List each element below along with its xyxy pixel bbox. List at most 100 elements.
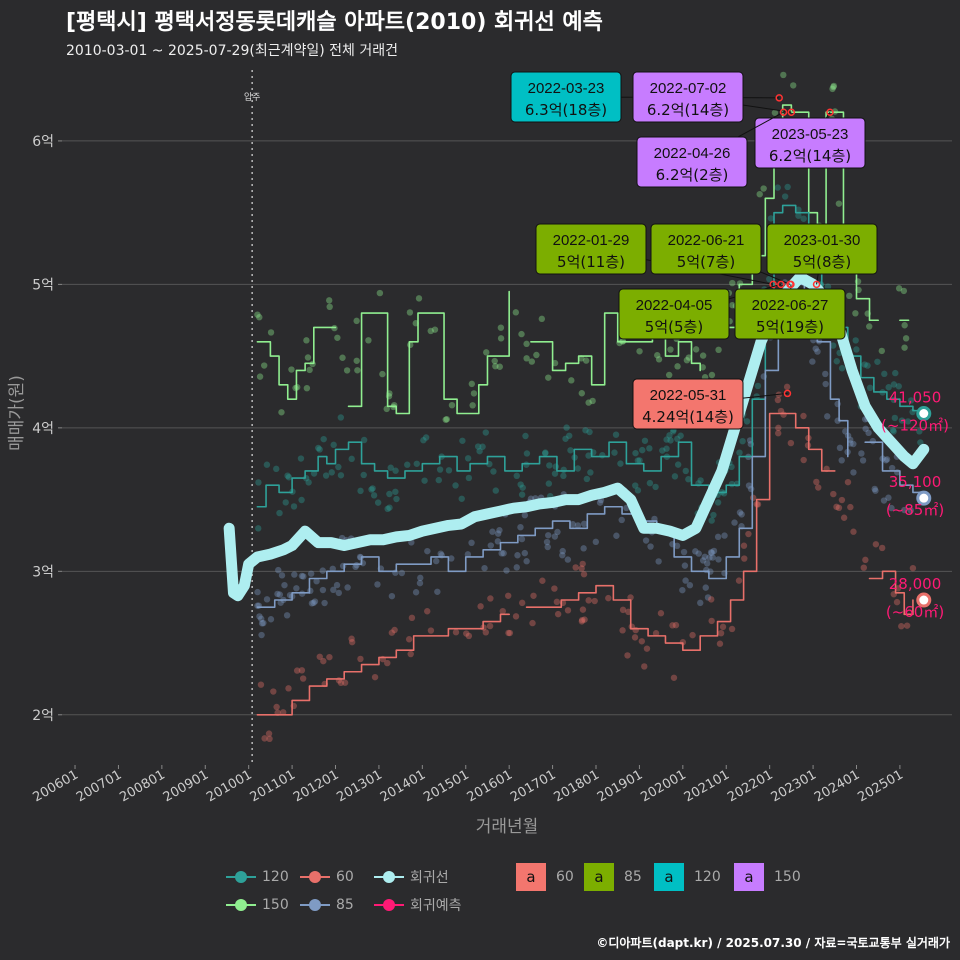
- scatter-point-120: [634, 457, 642, 464]
- scatter-point-120: [420, 437, 427, 444]
- scatter-point-120: [513, 472, 520, 480]
- annotation-box: [535, 223, 647, 275]
- scatter-point-85: [554, 528, 561, 536]
- scatter-point-85: [276, 591, 284, 598]
- scatter-point-85: [514, 552, 521, 559]
- scatter-point-120: [297, 455, 305, 462]
- scatter-point-120: [890, 381, 898, 388]
- scatter-point-150: [492, 362, 499, 370]
- annotation-label: 2022-04-05 5억(5층): [618, 288, 730, 340]
- scatter-point-85: [697, 599, 704, 607]
- scatter-point-120: [916, 428, 923, 435]
- legend-label: 회귀선: [410, 870, 449, 886]
- scatter-point-150: [497, 335, 505, 342]
- scatter-point-120: [708, 517, 715, 524]
- x-tick-label: 202501: [855, 767, 905, 805]
- x-tick-label: 201801: [552, 767, 602, 805]
- scatter-point-85: [569, 521, 577, 528]
- chart-title: [평택시] 평택서정동롯데캐슬 아파트(2010) 회귀선 예측: [66, 10, 603, 35]
- scatter-point-85: [673, 542, 681, 550]
- scatter-point-60: [775, 424, 782, 432]
- scatter-point-150: [448, 401, 456, 409]
- scatter-point-150: [326, 303, 333, 311]
- scatter-point-120: [864, 362, 871, 369]
- scatter-point-150: [780, 71, 787, 79]
- scatter-point-85: [329, 565, 336, 572]
- scatter-point-150: [354, 367, 361, 374]
- scatter-point-85: [494, 530, 502, 537]
- annotation-box: [734, 288, 846, 340]
- scatter-point-120: [754, 382, 762, 390]
- scatter-point-85: [258, 620, 266, 627]
- scatter-point-120: [436, 466, 444, 473]
- scatter-point-120: [743, 418, 751, 425]
- scatter-point-120: [646, 479, 654, 487]
- scatter-point-120: [421, 477, 428, 484]
- scatter-point-150: [852, 310, 859, 317]
- scatter-point-60: [553, 598, 561, 606]
- x-tick-label: 202101: [682, 767, 732, 805]
- scatter-point-120: [560, 466, 567, 474]
- scatter-point-120: [853, 346, 860, 353]
- scatter-point-85: [679, 586, 686, 594]
- scatter-point-60: [273, 703, 280, 711]
- scatter-point-150: [512, 309, 520, 316]
- legend-item-150: 150: [226, 894, 289, 916]
- forecast-size: (~85㎡): [886, 501, 944, 519]
- scatter-point-85: [398, 569, 406, 577]
- scatter-point-60: [257, 681, 265, 688]
- legend-item-60: 60: [300, 866, 354, 888]
- scatter-point-85: [699, 557, 707, 564]
- scatter-point-85: [618, 516, 625, 524]
- scatter-point-150: [303, 384, 311, 392]
- scatter-point-60: [898, 623, 905, 630]
- scatter-point-150: [523, 355, 530, 362]
- scatter-point-60: [909, 564, 917, 572]
- scatter-point-150: [655, 356, 663, 363]
- scatter-point-85: [521, 549, 528, 557]
- series-line-60: [256, 613, 510, 716]
- scatter-point-120: [542, 449, 549, 456]
- scatter-point-60: [499, 607, 506, 615]
- scatter-point-120: [611, 449, 618, 456]
- scatter-point-60: [800, 456, 807, 464]
- scatter-point-60: [391, 626, 398, 634]
- scatter-point-120: [546, 462, 553, 469]
- annotation-date: 2023-05-23: [772, 126, 849, 143]
- scatter-point-60: [564, 607, 572, 614]
- scatter-point-85: [267, 616, 275, 623]
- scatter-point-60: [285, 685, 292, 692]
- scatter-point-150: [497, 324, 505, 331]
- scatter-point-120: [328, 469, 335, 476]
- annotation-marker: [787, 280, 795, 289]
- scatter-point-60: [735, 577, 743, 584]
- scatter-point-85: [254, 602, 261, 609]
- scatter-point-120: [360, 471, 367, 479]
- scatter-point-85: [277, 599, 284, 606]
- scatter-point-85: [311, 598, 319, 605]
- scatter-point-60: [551, 585, 558, 592]
- scatter-point-85: [308, 600, 316, 607]
- annotation-label: 2022-04-26 6.2억(2층): [636, 136, 748, 188]
- legend-box-60: a 60: [516, 863, 574, 891]
- scatter-point-120: [567, 447, 574, 454]
- scatter-point-60: [838, 496, 846, 504]
- credit: ©디아파트(dapt.kr) / 2025.07.30 / 자료=국토교통부 실…: [596, 936, 950, 950]
- scatter-point-85: [596, 499, 604, 506]
- scatter-point-85: [412, 589, 420, 596]
- legend-label: 60: [336, 869, 354, 885]
- scatter-point-60: [572, 564, 579, 571]
- scatter-point-60: [579, 606, 587, 613]
- scatter-point-85: [388, 592, 396, 600]
- y-tick-label: 2억: [32, 708, 54, 724]
- scatter-point-85: [275, 566, 282, 574]
- legend-item-85: 85: [300, 894, 354, 916]
- forecast-size: (~120㎡): [881, 417, 949, 435]
- annotation-price: 5억(11층): [557, 253, 625, 271]
- x-tick-label: 200801: [117, 767, 167, 805]
- scatter-point-150: [469, 402, 476, 409]
- scatter-point-85: [642, 537, 650, 544]
- scatter-point-60: [813, 478, 820, 486]
- scatter-point-120: [728, 463, 735, 471]
- scatter-point-60: [716, 640, 724, 647]
